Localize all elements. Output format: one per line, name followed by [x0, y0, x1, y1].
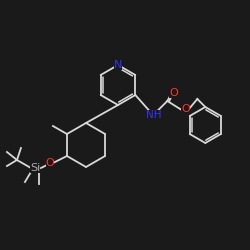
Text: Si: Si	[30, 163, 40, 173]
Text: O: O	[181, 104, 190, 114]
Text: NH: NH	[146, 110, 161, 120]
Text: O: O	[169, 88, 178, 98]
Text: O: O	[46, 158, 54, 168]
Text: N: N	[114, 60, 122, 70]
